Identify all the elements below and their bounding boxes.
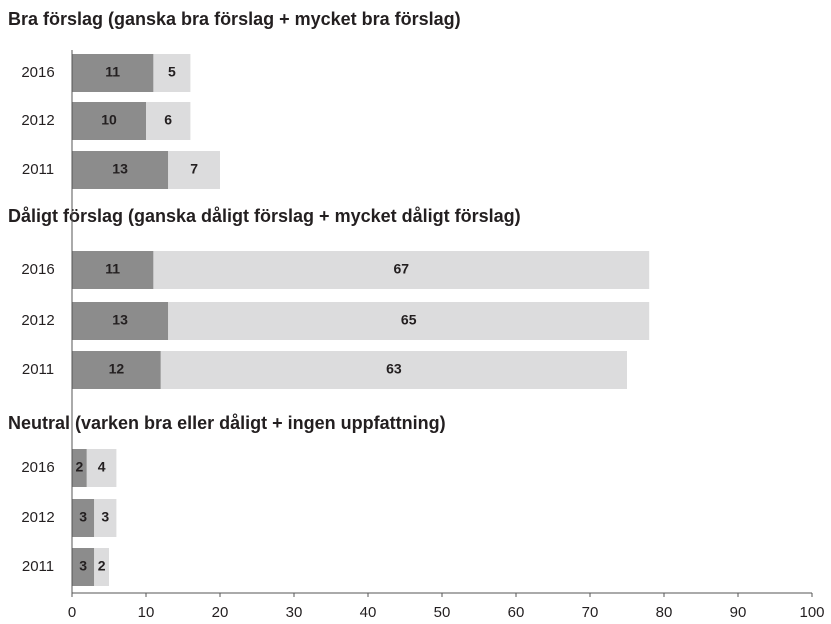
bar-segment xyxy=(160,351,628,389)
data-label: 63 xyxy=(386,361,402,377)
y-tick-label: 2016 xyxy=(21,459,54,476)
y-tick-label: 2012 xyxy=(21,312,54,329)
data-label: 7 xyxy=(190,161,198,177)
data-label: 3 xyxy=(101,509,109,525)
x-tick-label: 40 xyxy=(360,604,377,621)
data-label: 11 xyxy=(105,64,120,80)
data-label: 2 xyxy=(98,558,106,574)
group-title: Neutral (varken bra eller dåligt + ingen… xyxy=(8,413,446,433)
bar-segment xyxy=(72,54,154,92)
x-tick-label: 30 xyxy=(286,604,303,621)
y-tick-label: 2012 xyxy=(21,112,54,129)
data-label: 6 xyxy=(164,112,172,128)
bar-segment xyxy=(72,151,169,189)
x-tick-label: 60 xyxy=(508,604,525,621)
bar-segment xyxy=(94,499,117,537)
data-label: 3 xyxy=(79,558,87,574)
y-tick-label: 2016 xyxy=(21,64,54,81)
data-label: 12 xyxy=(109,361,125,377)
x-tick-label: 70 xyxy=(582,604,599,621)
x-tick-label: 50 xyxy=(434,604,451,621)
bar-segment xyxy=(72,499,95,537)
bar-segment xyxy=(153,54,191,92)
x-tick-label: 90 xyxy=(730,604,747,621)
data-label: 67 xyxy=(394,261,410,277)
bar-segment xyxy=(72,251,154,289)
y-tick-label: 2011 xyxy=(22,558,54,575)
data-label: 10 xyxy=(101,112,117,128)
bar-segment xyxy=(72,102,146,140)
data-label: 11 xyxy=(105,261,120,277)
y-tick-label: 2011 xyxy=(22,161,54,178)
bar-segment xyxy=(146,102,191,140)
data-label: 2 xyxy=(76,459,84,475)
bar-segment xyxy=(72,548,95,586)
bar-segment xyxy=(168,302,650,340)
bar-segment xyxy=(72,302,169,340)
group-title: Dåligt förslag (ganska dåligt förslag + … xyxy=(8,206,521,226)
bar-segment xyxy=(153,251,650,289)
y-tick-label: 2012 xyxy=(21,509,54,526)
bar-segment xyxy=(86,449,117,487)
y-tick-label: 2016 xyxy=(21,261,54,278)
data-label: 13 xyxy=(112,161,128,177)
x-tick-label: 80 xyxy=(656,604,673,621)
bar-segment xyxy=(72,351,161,389)
data-label: 13 xyxy=(112,312,128,328)
data-label: 3 xyxy=(79,509,87,525)
data-label: 65 xyxy=(401,312,417,328)
data-label: 4 xyxy=(98,459,106,475)
x-tick-label: 20 xyxy=(212,604,229,621)
x-tick-label: 100 xyxy=(799,604,824,621)
group-title: Bra förslag (ganska bra förslag + mycket… xyxy=(8,9,461,29)
bar-segment xyxy=(94,548,109,586)
y-tick-label: 2011 xyxy=(22,361,54,378)
x-tick-label: 0 xyxy=(68,604,76,621)
data-label: 5 xyxy=(168,64,176,80)
bar-segment xyxy=(72,449,87,487)
x-tick-label: 10 xyxy=(138,604,155,621)
bar-segment xyxy=(168,151,220,189)
